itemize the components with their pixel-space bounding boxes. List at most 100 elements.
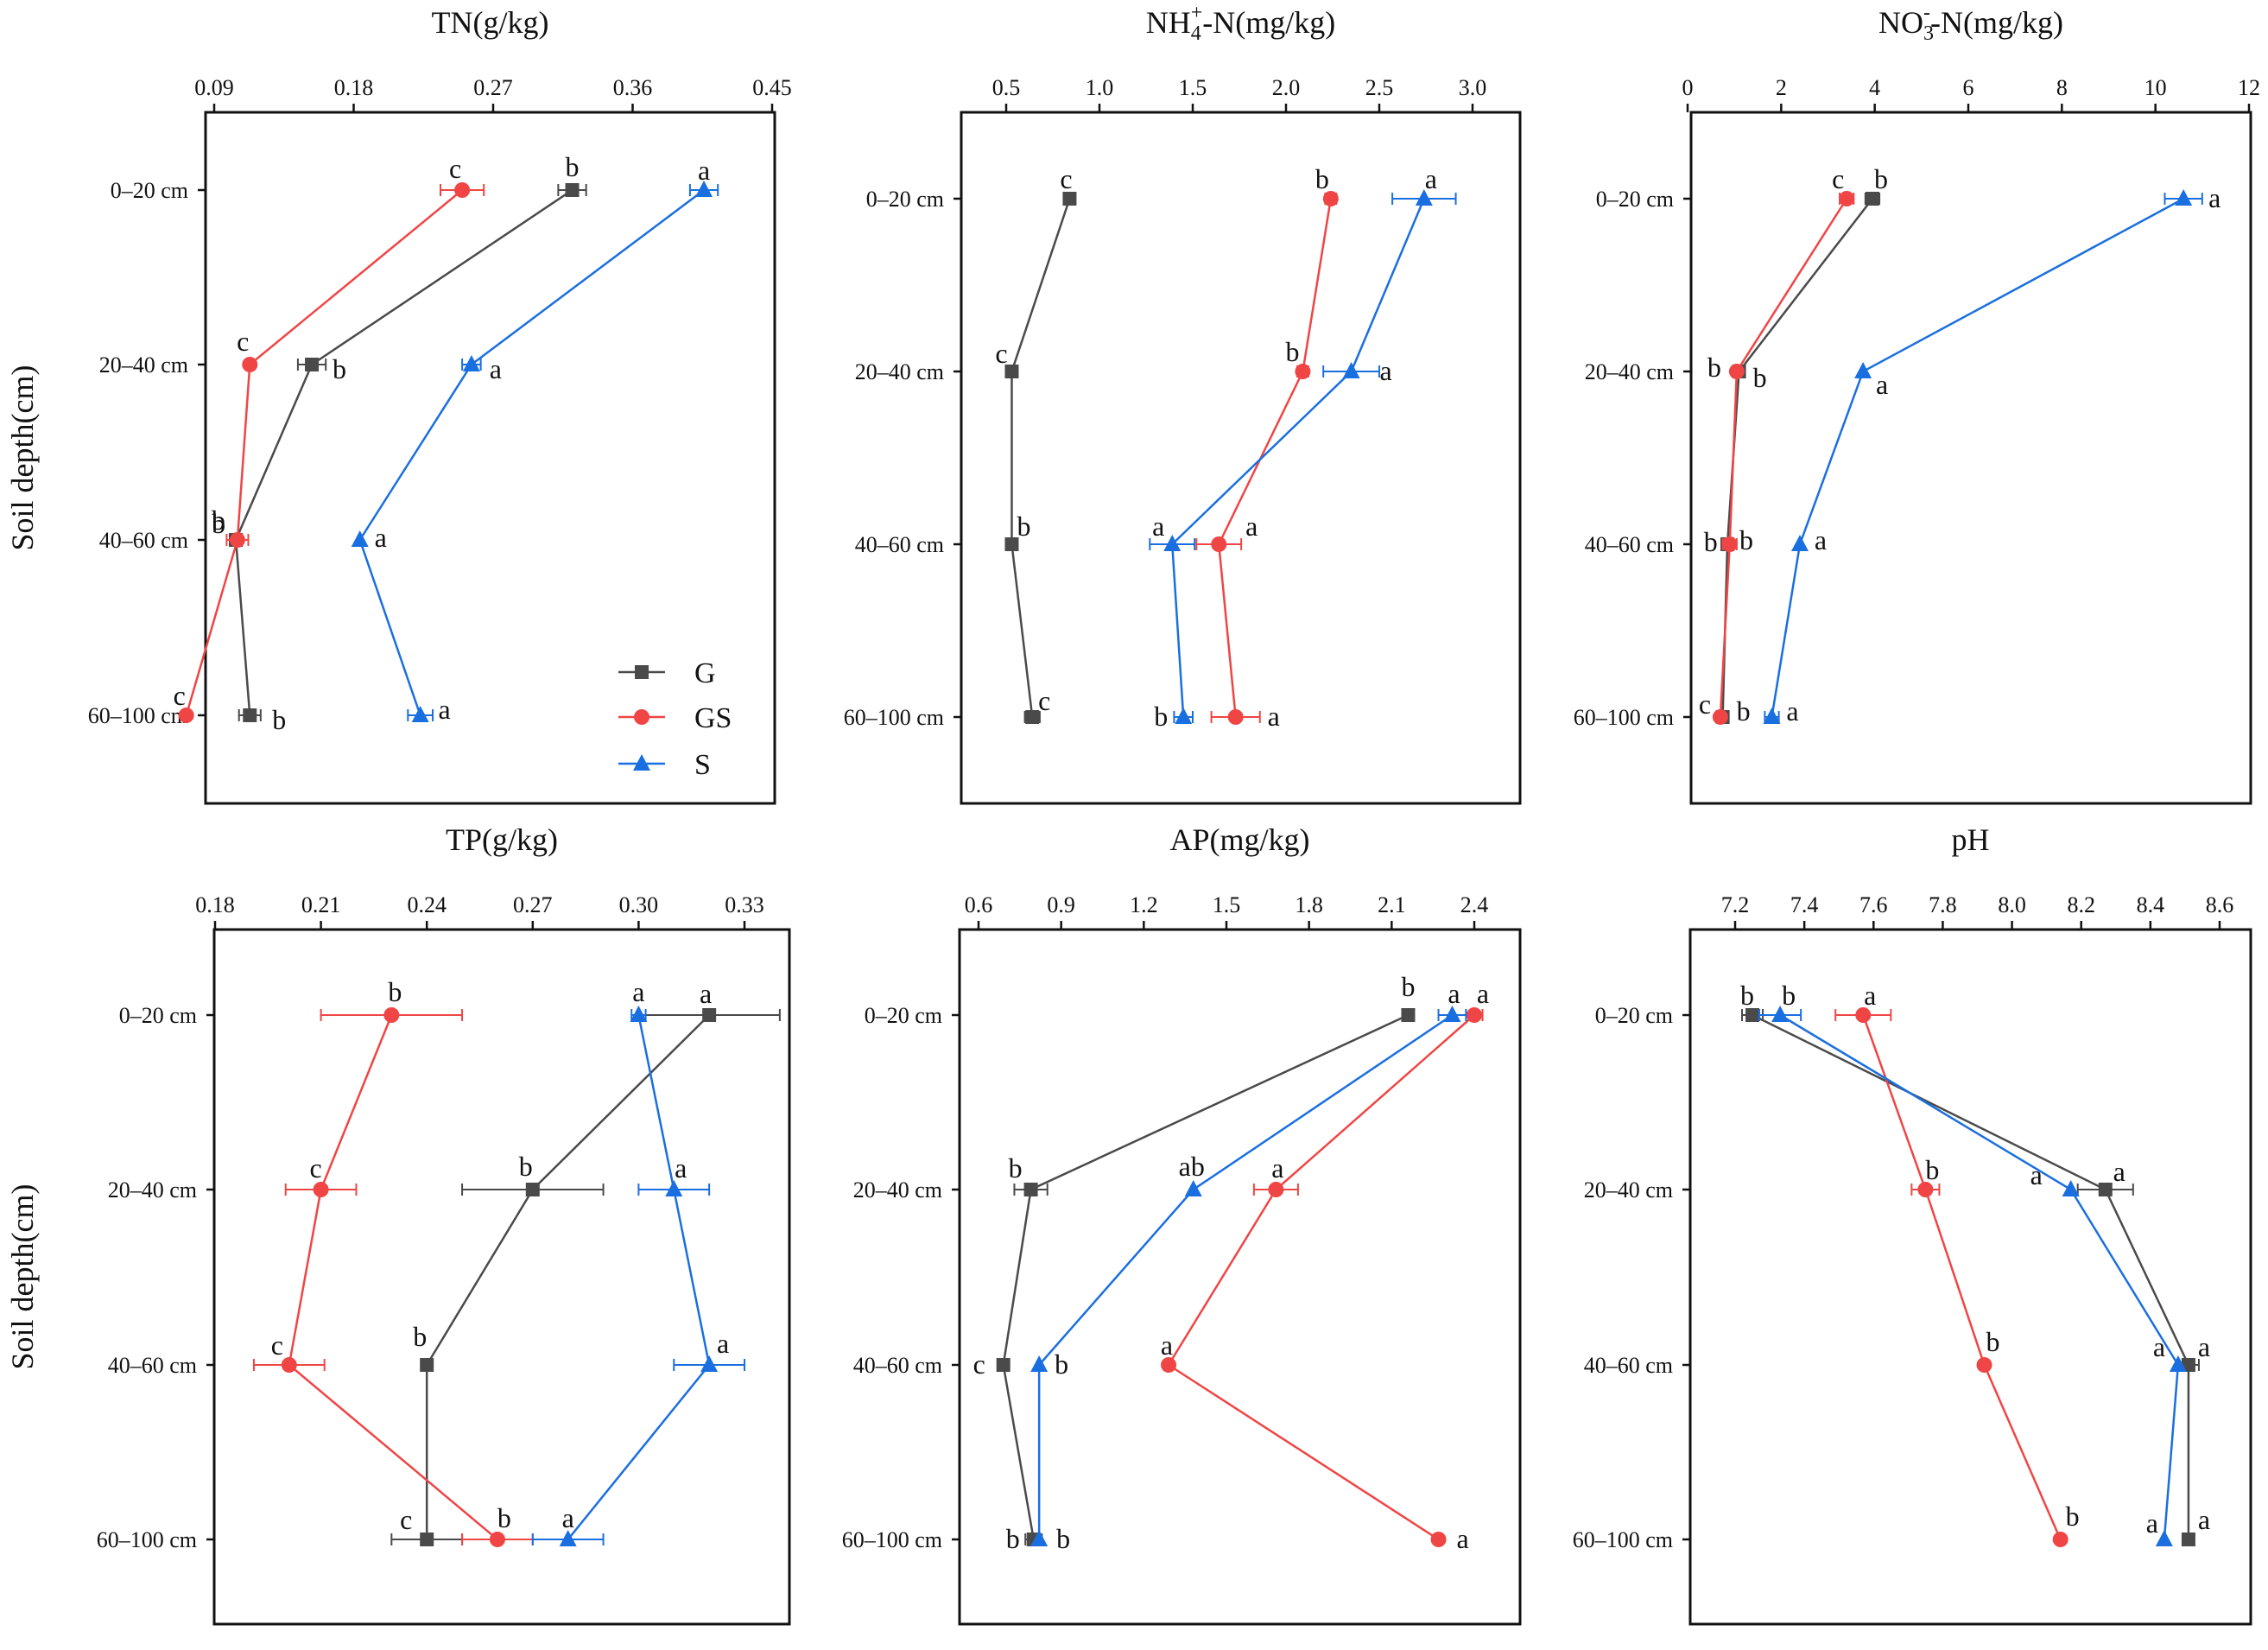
panel-title: TP(g/kg) [446,822,558,857]
point-GS [1721,536,1738,552]
point-S [700,1355,719,1372]
sig-letter-S: a [1448,978,1460,1009]
point-S [1854,362,1872,378]
point-GS [454,182,471,198]
sig-letter-G: b [1874,163,1888,194]
x-tick-label: 3.0 [1459,75,1487,100]
point-G [1401,1008,1416,1022]
point-S [559,1530,577,1546]
point-G [1004,365,1019,378]
series-line-GS [1862,1014,2062,1540]
point-GS [383,1007,400,1023]
series-line-GS [1719,198,1848,718]
point-GS [1976,1357,1992,1373]
sig-letter-GS: b [1707,352,1721,383]
point-GS [242,357,258,372]
point-S [695,181,713,197]
sig-letter-G: c [1038,685,1050,716]
point-S [2062,1180,2080,1196]
legend: G GS S [618,657,732,781]
depth-label: 0–20 cm [1596,187,1674,212]
sig-letter-GS: b [388,976,402,1007]
sig-letter-G: a [700,978,712,1009]
sig-letter-S: b [1782,980,1796,1011]
depth-label: 20–40 cm [108,1177,197,1203]
x-tick-label: 0.30 [619,892,659,917]
plot-frame [960,111,1522,805]
point-G [1062,192,1077,206]
x-tick-label: 8.6 [2206,892,2234,917]
point-G [1004,537,1019,551]
sig-letter-S: a [1425,163,1437,194]
point-GS [1430,1532,1447,1547]
point-G [1025,710,1040,724]
plot-frame [212,928,791,1626]
sig-letter-S: a [2208,182,2220,213]
series-line-G [425,1014,711,1539]
series-line-GS [185,189,463,716]
x-tick-label: 4 [1869,75,1880,100]
x-tick-label: 2.1 [1378,892,1406,917]
x-tick-label: 7.2 [1721,892,1750,917]
sig-letter-G: a [2198,1331,2210,1362]
panel-title: AP(mg/kg) [1170,822,1310,857]
x-tick-label: 0.09 [194,75,234,100]
x-tick-label: 8.2 [2067,892,2095,917]
sig-letter-S: a [717,1328,729,1359]
sig-letter-S: a [1876,369,1888,400]
sig-letter-G: a [2198,1504,2210,1535]
series-line-S [1779,1013,2180,1540]
point-GS [1295,364,1311,379]
point-S [1763,708,1781,724]
sig-letter-GS: b [1704,526,1718,557]
sig-letter-S: a [2153,1331,2165,1362]
point-S [1771,1006,1790,1022]
x-tick-label: 0.18 [334,75,374,100]
x-tick-label: 0.9 [1047,892,1075,917]
sig-letter-G: c [973,1349,985,1380]
sig-letter-S: ab [1179,1151,1205,1182]
sig-letter-G: c [995,338,1007,369]
x-tick-label: 7.6 [1859,892,1888,917]
point-GS [1855,1007,1872,1023]
sig-letter-S: a [632,976,644,1007]
sig-letter-GS: c [309,1152,321,1184]
depth-label: 20–40 cm [99,352,188,378]
point-GS [2052,1532,2068,1547]
sig-letter-G: b [272,704,286,735]
sig-letter-GS: a [1456,1523,1468,1554]
point-S [2169,1355,2187,1372]
series-line-GS [1167,1014,1475,1541]
sig-letter-GS: c [449,153,461,184]
x-tick-label: 8.4 [2137,892,2165,917]
sig-letter-GS: a [1245,511,1258,542]
point-G [525,1183,540,1196]
sig-letter-GS: b [1925,1154,1939,1185]
x-tick-label: 2 [1776,75,1787,100]
point-S [1184,1180,1202,1196]
point-GS [313,1182,329,1197]
legend-marker-GS [634,709,649,725]
sig-letter-G: b [566,151,580,182]
sig-letter-GS: c [1699,689,1711,720]
point-GS [1839,191,1855,206]
depth-label: 60–100 cm [844,705,944,730]
series-line-S [1170,198,1425,718]
series-line-S [1037,1013,1454,1539]
point-G [996,1358,1010,1372]
sig-letter-G: b [1753,362,1767,393]
point-GS [1917,1182,1934,1197]
panel-6: 7.2 7.4 7.6 7.8 8.0 8.2 8.4 8.6 0–20 cm 20–40 cm 4… [1573,892,2252,1626]
sig-letter-G: a [2113,1156,2125,1187]
sig-letter-GS: c [1832,163,1844,194]
series-line-S [1771,197,2184,718]
series-line-S [358,189,705,716]
sig-letter-S: a [2030,1159,2043,1190]
x-tick-label: 0.36 [613,75,653,100]
plot-frame [1688,928,2252,1626]
sig-letter-G: b [1006,1523,1020,1554]
x-tick-label: 12 [2238,75,2260,100]
sig-letter-G: c [1060,163,1072,194]
x-tick-label: 1.2 [1130,892,1158,917]
sig-letter-G: b [1737,695,1751,727]
